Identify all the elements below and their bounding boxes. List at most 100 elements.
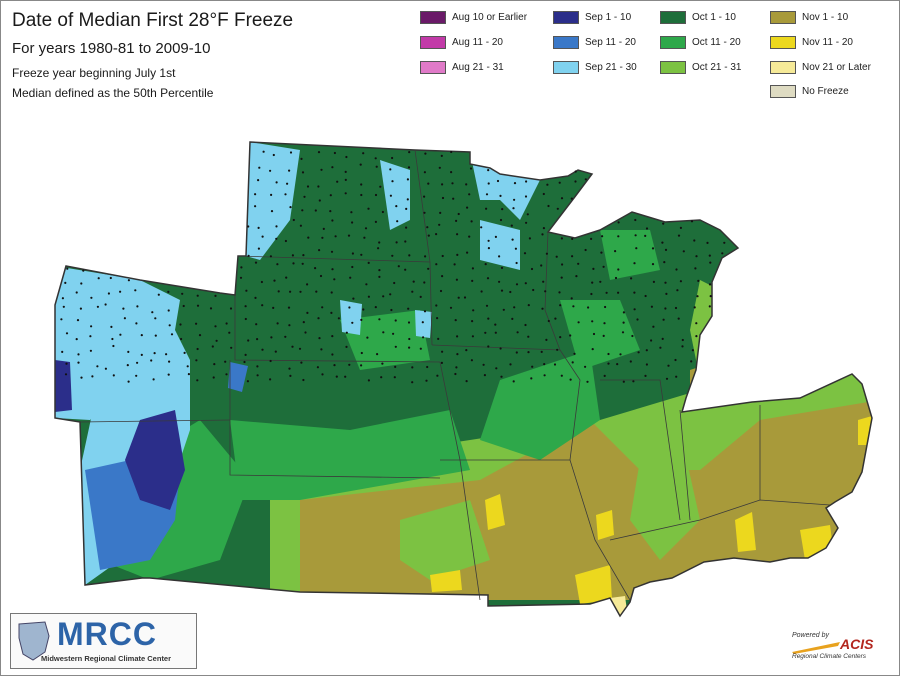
station-dot (292, 218, 295, 222)
station-dot (255, 323, 258, 326)
station-dot (289, 290, 292, 293)
station-dot (320, 348, 323, 351)
station-dot (362, 308, 365, 311)
zone-sep-21-30 (480, 220, 520, 270)
station-dot (269, 359, 272, 363)
station-dot (614, 250, 617, 253)
station-dot (555, 255, 558, 258)
station-dot (465, 183, 468, 186)
station-dot (633, 262, 636, 265)
state-border (237, 255, 431, 263)
station-dot (619, 353, 622, 356)
station-dot (695, 322, 698, 325)
station-dot (316, 366, 319, 369)
station-dot (574, 170, 577, 173)
station-dot (318, 249, 321, 252)
station-dot (645, 363, 649, 366)
station-dot (440, 154, 443, 157)
station-dot (112, 344, 115, 348)
station-dot (487, 317, 490, 320)
station-dot (634, 218, 637, 222)
station-dot (112, 374, 115, 377)
station-dot (289, 151, 293, 154)
station-dot (375, 165, 378, 168)
station-dot (509, 290, 512, 294)
station-dot (644, 234, 647, 237)
station-dot (527, 335, 530, 338)
station-dot (526, 213, 529, 216)
zone-oct-11-20 (340, 310, 430, 370)
station-dot (377, 247, 380, 250)
station-dot (645, 227, 649, 230)
station-dot (333, 151, 336, 155)
zone-nov-11-20 (430, 570, 462, 592)
station-dot (523, 252, 527, 255)
station-dot (693, 239, 696, 242)
legend-item: Oct 11 - 20 (660, 34, 741, 50)
station-dot (349, 276, 352, 279)
station-dot (351, 265, 354, 269)
station-dot (110, 325, 113, 328)
station-dot (275, 237, 278, 240)
legend-label: Nov 21 or Later (802, 61, 871, 73)
station-dot (304, 331, 307, 334)
station-dot (335, 375, 338, 378)
station-dot (181, 292, 184, 295)
mrcc-logo: MRCC Midwestern Regional Climate Center (10, 613, 197, 669)
station-dot (157, 293, 160, 296)
station-dot (515, 261, 518, 265)
station-dot (196, 294, 199, 297)
station-dot (425, 379, 428, 382)
station-dot (378, 269, 381, 272)
station-dot (381, 210, 384, 214)
station-dot (75, 338, 78, 341)
state-border (234, 295, 441, 363)
station-dot (351, 321, 354, 324)
station-dot (422, 336, 425, 339)
station-dot (456, 353, 459, 356)
station-dot (378, 318, 381, 321)
station-dot (487, 345, 490, 348)
station-dot (262, 150, 265, 153)
station-dot (254, 193, 257, 196)
station-dot (449, 306, 453, 309)
station-dot (427, 234, 430, 237)
station-dot (261, 304, 264, 307)
legend-swatch (420, 35, 446, 49)
station-dot (230, 346, 233, 349)
station-dot (465, 349, 468, 352)
station-dot (257, 226, 260, 229)
station-dot (591, 320, 594, 323)
station-dot (570, 197, 573, 200)
station-dot (79, 307, 82, 310)
station-dot (455, 366, 458, 369)
state-border (600, 379, 681, 521)
station-dot (212, 376, 215, 379)
station-dot (542, 192, 545, 196)
station-dot (471, 320, 474, 323)
station-dot (168, 324, 171, 327)
station-dot (244, 317, 247, 321)
station-dot (345, 155, 348, 159)
zone-sep-21-30 (470, 152, 540, 220)
station-dot (690, 360, 693, 363)
station-dot (298, 347, 302, 350)
station-dot (345, 331, 348, 334)
station-dot (140, 353, 143, 356)
station-dot (254, 296, 257, 299)
station-dot (592, 332, 596, 336)
station-dot (455, 219, 458, 222)
station-dot (605, 291, 608, 294)
station-dot (334, 235, 337, 238)
station-dot (168, 360, 171, 363)
station-dot (455, 278, 458, 281)
station-dot (65, 332, 69, 335)
station-dot (435, 304, 438, 307)
station-dot (254, 261, 258, 264)
station-dot (122, 307, 125, 310)
station-dot (126, 364, 129, 367)
zone-oct-21-31 (760, 280, 840, 380)
zone-sep-21-30 (730, 278, 752, 298)
station-dot (499, 218, 503, 222)
station-dot (516, 331, 519, 334)
